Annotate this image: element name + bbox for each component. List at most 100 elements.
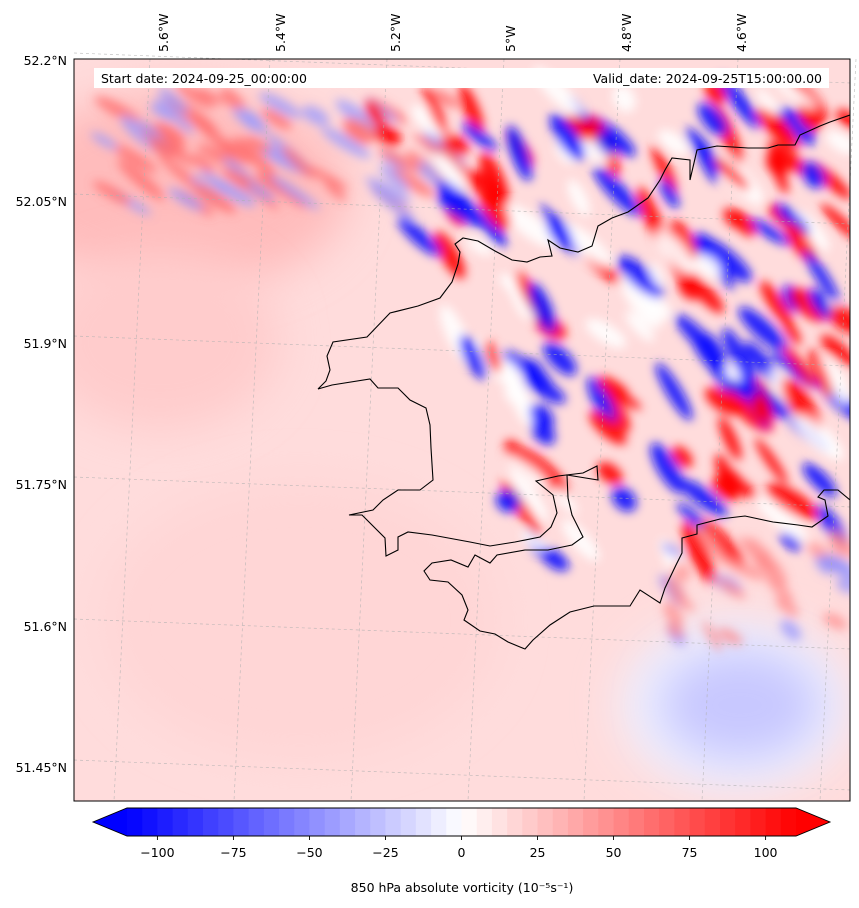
vorticity-streak [587, 376, 616, 426]
vorticity-streak [324, 181, 347, 202]
vorticity-streak [697, 102, 728, 137]
lat-label-52.2N: 52.2°N [24, 53, 67, 68]
vorticity-streak [783, 345, 816, 388]
vorticity-streak [585, 318, 627, 349]
vorticity-streak [259, 92, 302, 119]
vorticity-streak [506, 125, 532, 181]
lon-label-5.6W: 5.6°W [156, 14, 171, 53]
vorticity-streak [589, 410, 627, 445]
vorticity-streak [822, 358, 850, 405]
vorticity-streak [549, 113, 585, 161]
vorticity-streak [658, 129, 689, 156]
colorbar-cell [476, 808, 493, 836]
colorbar-tick-label: −50 [296, 845, 322, 860]
meridian-line [819, 58, 857, 802]
valid-date-label: Valid_date: 2024-09-25T15:00:00.00 [593, 71, 822, 86]
vorticity-streak [280, 146, 314, 178]
colorbar-cell [628, 808, 645, 836]
vorticity-streak [598, 375, 629, 396]
lat-label-51.45N: 51.45°N [16, 760, 67, 775]
vorticity-streak [779, 533, 802, 551]
vorticity-streak [698, 525, 727, 565]
colorbar-cell [187, 808, 204, 836]
gridlines [73, 52, 857, 802]
vorticity-streak [220, 139, 253, 164]
vorticity-streak [220, 87, 246, 113]
coastline-south [317, 378, 850, 650]
lon-label-4.6W: 4.6°W [734, 14, 749, 53]
vorticity-streak [429, 89, 460, 108]
vorticity-streak [509, 467, 549, 522]
vorticity-streak [789, 287, 827, 323]
vorticity-streak [479, 152, 509, 205]
vorticity-streak [766, 155, 789, 176]
lat-label-51.6N: 51.6°N [24, 619, 67, 634]
vorticity-streak [754, 438, 788, 484]
vorticity-streak [422, 85, 449, 136]
vorticity-streak [775, 596, 799, 617]
colorbar-tick-label: 75 [682, 845, 698, 860]
vorticity-streak [593, 166, 642, 217]
colorbar-cell [598, 808, 615, 836]
vorticity-streak [528, 282, 556, 334]
vorticity-streak [722, 557, 766, 581]
vorticity-streak [676, 502, 710, 533]
vorticity-streak [377, 148, 426, 174]
colorbar-tick-label: 0 [458, 845, 466, 860]
colorbar-cell [491, 808, 508, 836]
vorticity-streak [397, 217, 441, 257]
colorbar-cell [522, 808, 539, 836]
vorticity-streak [112, 144, 157, 173]
colorbar-cell [719, 808, 736, 836]
vorticity-streak [434, 153, 465, 190]
lat-label-52.05N: 52.05°N [16, 194, 67, 209]
vorticity-streak [722, 328, 755, 383]
vorticity-streak [483, 220, 507, 247]
vorticity-streak [567, 179, 591, 217]
meridian-line [350, 58, 388, 802]
vorticity-streak [233, 136, 276, 178]
vorticity-streak [620, 275, 662, 329]
vorticity-streak [191, 153, 215, 174]
vorticity-streak [617, 255, 664, 299]
vorticity-streak [781, 378, 799, 412]
vorticity-streak [459, 334, 487, 380]
vorticity-streak [836, 577, 850, 594]
vorticity-streak [749, 538, 773, 560]
vorticity-streak [540, 547, 569, 572]
vorticity-streak [650, 442, 685, 494]
colorbar-cell [339, 808, 356, 836]
vorticity-streak [174, 82, 215, 109]
vorticity-streak [659, 179, 680, 209]
colorbar-cell [263, 808, 280, 836]
vorticity-streak [196, 87, 225, 105]
vorticity-streak [793, 414, 844, 461]
vorticity-streak [716, 577, 746, 600]
vorticity-streak [702, 520, 745, 567]
vorticity-streak [684, 271, 724, 314]
meridian-line [233, 58, 271, 802]
vorticity-streak [780, 619, 802, 641]
vorticity-streak [255, 172, 284, 194]
vorticity-streak [693, 134, 718, 184]
vorticity-streak [379, 164, 410, 192]
colorbar-tick-label: −100 [140, 845, 174, 860]
meridian-line [701, 58, 739, 802]
vorticity-streak [748, 217, 791, 246]
vorticity-streak [94, 96, 141, 123]
vorticity-streak [655, 362, 693, 421]
vorticity-streak [437, 192, 491, 229]
vorticity-streak [440, 132, 470, 156]
colorbar-cell [279, 808, 295, 836]
colorbar-cell [643, 808, 660, 836]
colorbar-extend-low [93, 808, 127, 836]
coastline-north [317, 114, 850, 390]
vorticity-streak [669, 220, 697, 262]
colorbar-cell [218, 808, 235, 836]
colorbar-tick-label: −75 [220, 845, 246, 860]
map-panel: Start date: 2024-09-25_00:00:00 Valid_da… [73, 52, 857, 802]
vorticity-streak [801, 161, 825, 189]
vorticity-streak [598, 381, 642, 410]
vorticity-streak [158, 87, 189, 115]
vorticity-streak [704, 387, 741, 416]
